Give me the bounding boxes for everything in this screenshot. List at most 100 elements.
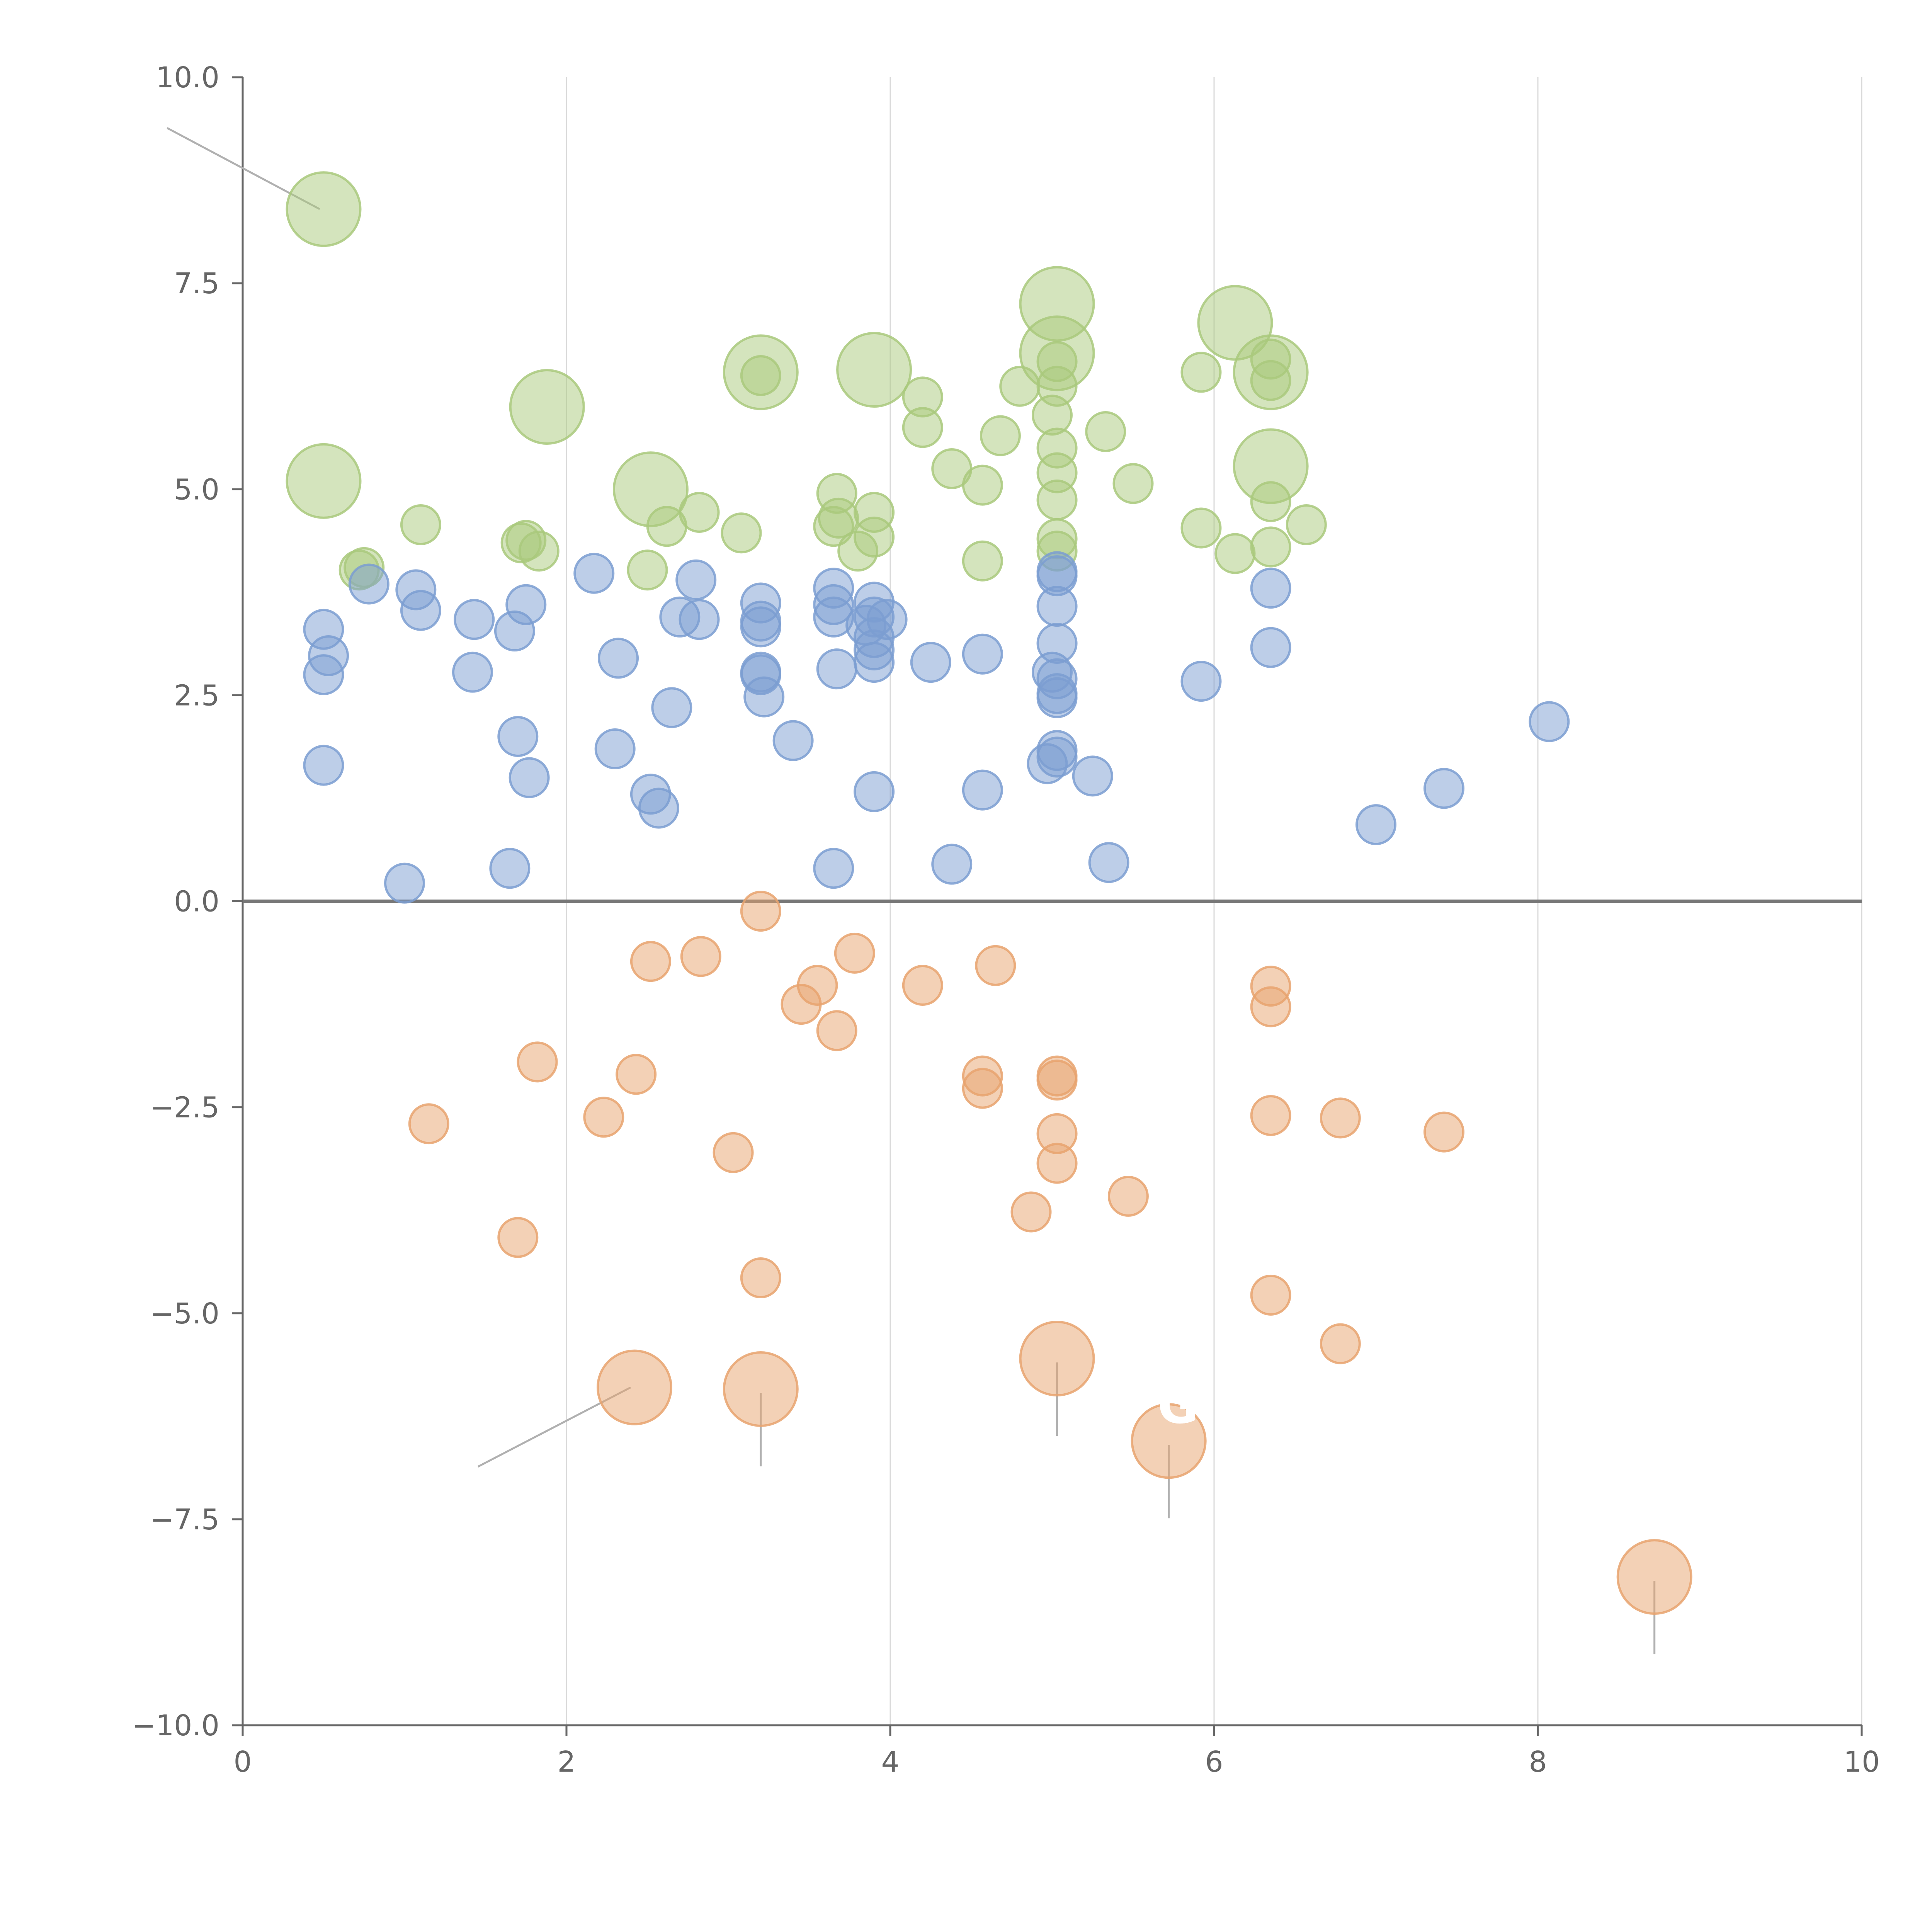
green-bubble — [980, 415, 1021, 456]
y-tick-label: −10.0 — [132, 1709, 219, 1742]
green-bubble — [627, 549, 668, 591]
orange-bubble — [975, 945, 1016, 986]
blue-bubble — [1529, 701, 1570, 742]
blue-bubble — [675, 559, 717, 600]
blue-bubble — [743, 676, 785, 718]
y-tick-label: 7.5 — [174, 267, 219, 300]
orange-bubble — [1250, 1095, 1291, 1136]
orange-bubble — [1131, 1403, 1207, 1479]
green-bubble — [902, 407, 943, 448]
orange-bubble — [816, 1010, 857, 1051]
x-tick-label: 8 — [1529, 1745, 1547, 1779]
green-bubble — [962, 540, 1003, 582]
orange-bubble — [630, 941, 671, 982]
orange-bubble — [1036, 1060, 1078, 1101]
y-tick-label: 10.0 — [156, 61, 219, 94]
blue-bubble — [638, 787, 679, 829]
blue-bubble — [598, 638, 639, 679]
blue-bubble — [740, 606, 781, 648]
x-tick-label: 4 — [881, 1745, 899, 1779]
blue-bubble — [400, 590, 441, 631]
bubble-annotation: G — [1157, 1376, 1199, 1435]
axes: 0 2 4 6 8 10 −10.0 −7.5 −5.0 −2.5 0.0 2.5 5.0 7.5 10.0 — [132, 61, 1880, 1779]
orange-bubble — [962, 1068, 1003, 1109]
orange-bubble — [517, 1041, 558, 1083]
blue-bubble — [1036, 586, 1078, 627]
orange-bubble — [1250, 986, 1291, 1027]
blue-bubble — [679, 599, 720, 640]
orange-bubble — [1036, 1143, 1078, 1184]
orange-bubble — [1616, 1539, 1692, 1615]
blue-bubble — [651, 687, 692, 728]
orange-bubble — [740, 891, 781, 932]
blue-bubble — [772, 720, 814, 761]
blue-bubble — [509, 757, 550, 798]
green-bubble — [286, 171, 362, 247]
blue-bubble — [1355, 804, 1396, 845]
x-tick-label: 0 — [233, 1745, 252, 1779]
green-bubble — [1112, 463, 1154, 504]
green-bubble — [1250, 526, 1291, 568]
x-tick-label: 2 — [557, 1745, 575, 1779]
orange-bubble — [1423, 1111, 1464, 1153]
green-bubble — [679, 492, 720, 533]
x-tick-label: 6 — [1205, 1745, 1223, 1779]
orange-bubble — [616, 1054, 657, 1095]
orange-bubble — [834, 932, 875, 974]
y-tick-label: −2.5 — [150, 1091, 219, 1124]
y-tick-label: 0.0 — [174, 885, 219, 918]
green-bubble — [1250, 360, 1291, 401]
orange-bubble — [1320, 1097, 1361, 1139]
orange-bubble — [1019, 1321, 1095, 1397]
y-tick-label: −7.5 — [150, 1503, 219, 1536]
green-bubble — [1180, 507, 1222, 549]
orange-bubble — [723, 1351, 799, 1427]
orange-bubble — [781, 984, 822, 1025]
blue-bubble — [910, 642, 951, 683]
blue-bubble — [594, 728, 636, 769]
green-bubble — [1036, 366, 1078, 407]
green-bubble — [1214, 533, 1256, 574]
blue-bubble — [303, 654, 344, 696]
y-tick-label: 5.0 — [174, 473, 219, 506]
orange-bubble — [680, 936, 721, 977]
blue-bubble — [931, 844, 973, 885]
blue-bubble — [573, 553, 615, 594]
green-bubble — [962, 464, 1003, 506]
x-tick-label: 10 — [1844, 1745, 1880, 1779]
orange-bubble — [583, 1097, 624, 1138]
orange-bubble — [1107, 1175, 1149, 1217]
orange-bubble — [408, 1103, 449, 1145]
green-bubble — [721, 512, 762, 554]
blue-bubble — [452, 651, 493, 693]
green-bubble — [286, 443, 362, 519]
orange-bubble — [497, 1217, 539, 1258]
green-bubble — [1286, 504, 1327, 545]
orange-bubble — [596, 1349, 672, 1425]
blue-bubble — [384, 862, 425, 904]
blue-bubble — [1250, 627, 1291, 668]
blue-bubble — [866, 599, 908, 640]
green-bubble — [509, 369, 585, 445]
blue-bubble — [854, 642, 895, 683]
blue-bubble — [962, 633, 1003, 675]
green-bubble — [1036, 479, 1078, 520]
orange-bubble — [713, 1132, 754, 1173]
blue-bubble — [303, 745, 344, 786]
blue-bubble — [854, 771, 895, 812]
blue-bubble — [1250, 568, 1291, 609]
orange-bubble — [1010, 1191, 1052, 1233]
blue-bubble — [1072, 755, 1113, 797]
green-bubble — [836, 332, 912, 408]
blue-bubble — [1423, 768, 1464, 809]
labels: G — [1157, 1376, 1199, 1435]
green-bubble — [1250, 481, 1291, 522]
green-bubble — [1085, 411, 1126, 452]
blue-bubble — [1036, 677, 1078, 718]
green-bubble — [854, 516, 895, 558]
green-bubble — [740, 355, 781, 396]
orange-bubble — [902, 965, 943, 1006]
blue-bubble — [505, 584, 547, 625]
